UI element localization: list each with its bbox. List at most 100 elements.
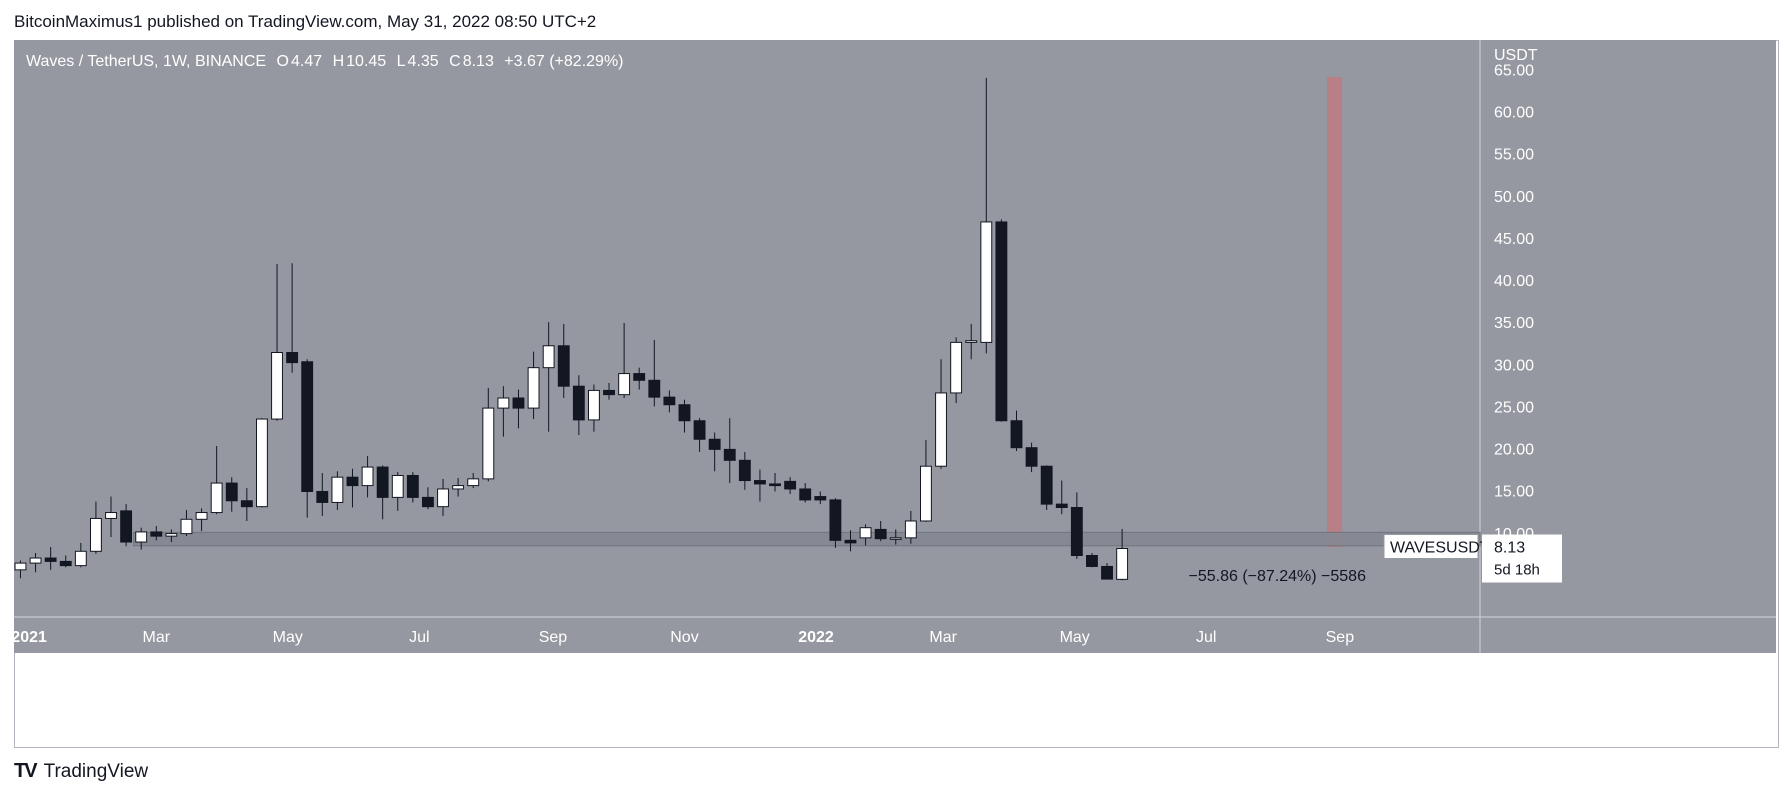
candle-up (980, 221, 993, 343)
legend-low-value: 4.35 (407, 53, 439, 70)
candle-up (271, 352, 283, 420)
candle-down (1086, 555, 1098, 567)
candle-up (542, 345, 555, 369)
candle-down (723, 448, 736, 461)
x-tick-label: Sep (1326, 629, 1355, 646)
x-tick-label: May (1060, 629, 1090, 646)
y-tick-label: 55.00 (1494, 147, 1534, 164)
candle-down (648, 379, 661, 398)
candle-down (59, 560, 72, 567)
y-tick-label: 60.00 (1494, 105, 1534, 122)
candle-up (210, 482, 223, 514)
time-axis[interactable] (14, 617, 1776, 653)
support-zone (133, 531, 1481, 547)
candle-down (1055, 503, 1068, 508)
candle-down (708, 438, 721, 450)
price-tag-value: 8.13 (1494, 540, 1525, 557)
tradingview-logo-icon: TV (14, 760, 38, 782)
candle-up (135, 531, 148, 543)
candle-down (1101, 565, 1113, 580)
ohlc-legend: Waves / TetherUS, 1W, BINANCE O 4.47 H 10.… (26, 53, 626, 71)
x-tick-label: Mar (143, 629, 171, 646)
candle-up (467, 478, 480, 487)
candle-down (829, 499, 842, 541)
candle-up (1116, 548, 1129, 580)
price-tag (1482, 534, 1562, 583)
candle-up (391, 474, 404, 498)
candle-down (301, 361, 314, 492)
candle-up (889, 537, 902, 540)
symbol-tag (1383, 534, 1479, 560)
candle-down (316, 490, 329, 503)
candle-up (965, 340, 978, 343)
candle-down (738, 459, 751, 482)
candle-down (799, 488, 812, 501)
y-tick-label: 50.00 (1494, 189, 1534, 206)
x-tick-label: 2021 (14, 629, 47, 646)
candle-down (150, 531, 163, 537)
candle-up (859, 527, 872, 539)
price-axis[interactable] (1480, 40, 1776, 617)
footer-brand[interactable]: TV TradingView (14, 760, 148, 783)
x-tick-label: 2022 (798, 629, 834, 646)
candle-down (225, 482, 238, 502)
candle-down (376, 466, 389, 498)
candle-down (844, 539, 857, 544)
candle-down (814, 496, 827, 501)
y-tick-label: 65.00 (1494, 62, 1534, 79)
candle-down (663, 396, 676, 406)
legend-symbol: Waves / TetherUS, 1W, BINANCE (26, 53, 267, 70)
candle-down (406, 474, 419, 498)
candle-up (935, 392, 947, 467)
legend-open-label: O (276, 53, 289, 70)
measure-label: −55.86 (−87.24%) −5586 (1188, 568, 1366, 585)
candle-up (527, 367, 540, 409)
plot-background[interactable] (14, 40, 1480, 617)
candle-down (769, 483, 781, 487)
legend-high-label: H (332, 53, 345, 70)
candle-up (180, 518, 193, 535)
legend-high-value: 10.45 (346, 53, 387, 70)
candle-down (784, 480, 797, 490)
candle-up (587, 389, 600, 421)
candle-up (437, 488, 449, 508)
y-axis-unit-label: USDT (1494, 47, 1538, 64)
candle-up (74, 550, 87, 567)
y-tick-label: 30.00 (1494, 357, 1534, 374)
candle-down (1040, 465, 1053, 505)
candle-up (618, 373, 631, 396)
candle-down (1010, 420, 1023, 449)
candle-up (482, 407, 495, 480)
chart-canvas[interactable]: 10.0015.0020.0025.0030.0035.0040.0045.00… (14, 40, 1778, 748)
highlight-bar (1326, 77, 1343, 548)
y-tick-label: 45.00 (1494, 231, 1534, 248)
candle-down (120, 510, 133, 543)
candle-down (678, 404, 691, 422)
x-tick-label: Nov (670, 629, 698, 646)
candle-down (754, 480, 766, 485)
candle-down (995, 221, 1008, 422)
legend-low-label: L (396, 53, 406, 70)
candle-down (512, 397, 525, 409)
candle-down (874, 528, 887, 540)
publisher-line: BitcoinMaximus1 published on TradingView… (14, 12, 597, 31)
y-tick-label: 40.00 (1494, 273, 1534, 290)
candle-down (421, 496, 434, 508)
y-tick-label: 15.00 (1494, 484, 1534, 501)
candle-up (497, 397, 510, 409)
candle-up (165, 533, 178, 537)
candle-up (29, 557, 42, 564)
candle-up (904, 520, 917, 539)
candle-down (44, 557, 57, 562)
footer-brand-name: TradingView (43, 760, 149, 782)
y-tick-label: 35.00 (1494, 315, 1534, 332)
x-tick-label: Sep (539, 629, 568, 646)
legend-close-value: 8.13 (462, 53, 494, 70)
candle-down (557, 345, 570, 387)
symbol-tag-text: WAVESUSDT (1390, 540, 1490, 557)
candle-up (331, 476, 344, 503)
x-tick-label: May (273, 629, 303, 646)
candle-down (240, 500, 253, 508)
price-tag-countdown: 5d 18h (1494, 562, 1540, 579)
candle-down (693, 420, 706, 440)
